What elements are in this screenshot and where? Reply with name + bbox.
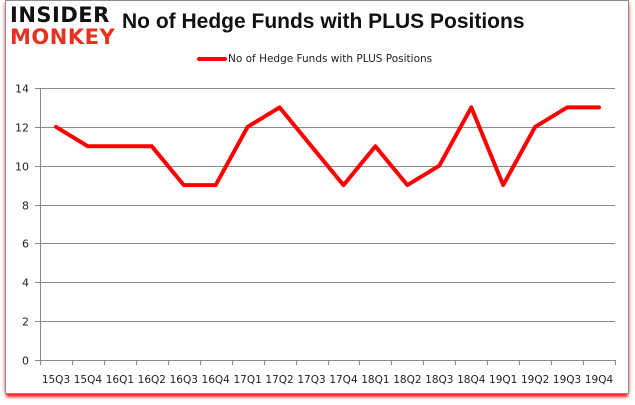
x-tick-label: 17Q1 [233, 374, 261, 386]
x-tick-label: 16Q2 [138, 374, 166, 386]
x-tick-label: 19Q2 [521, 374, 549, 386]
logo-line-2: MONKEY [10, 25, 116, 49]
y-tick-label: 14 [15, 83, 29, 96]
x-tick-label: 19Q3 [553, 374, 581, 386]
legend-label: No of Hedge Funds with PLUS Positions [228, 53, 433, 65]
x-tick-label: 17Q4 [329, 374, 358, 386]
x-tick-label: 17Q3 [297, 374, 325, 386]
x-tick-label: 18Q4 [457, 374, 486, 386]
x-tick-label: 18Q3 [425, 374, 453, 386]
x-axis-ticks: 15Q3 15Q4 16Q1 16Q2 16Q3 16Q4 17Q1 17Q2 17Q3 17Q4… [40, 360, 616, 386]
x-tick-label: 16Q3 [170, 374, 198, 386]
x-tick-label: 19Q4 [585, 374, 614, 386]
x-tick-label: 16Q1 [106, 374, 134, 386]
y-tick-label: 0 [22, 355, 29, 368]
y-tick-label: 4 [22, 277, 29, 290]
insider-monkey-logo: INSIDER MONKEY [8, 4, 118, 52]
chart-frame [5, 0, 629, 394]
y-tick-label: 10 [15, 161, 29, 174]
y-tick-label: 12 [15, 122, 29, 135]
chart-legend: No of Hedge Funds with PLUS Positions [197, 53, 432, 65]
x-tick-label: 19Q1 [489, 374, 517, 386]
y-axis-ticks: 0 2 4 6 8 10 12 14 [15, 83, 29, 368]
x-tick-label: 16Q4 [202, 374, 231, 386]
legend-line-swatch-icon [197, 57, 227, 61]
x-tick-label: 15Q3 [42, 374, 70, 386]
series-line [54, 105, 601, 188]
x-tick-label: 17Q2 [265, 374, 293, 386]
logo-line-1: INSIDER [10, 3, 110, 27]
x-tick-label: 18Q1 [361, 374, 389, 386]
chart-title: No of Hedge Funds with PLUS Positions [122, 10, 525, 33]
y-tick-label: 2 [22, 316, 29, 329]
x-tick-label: 15Q4 [74, 374, 103, 386]
gridlines [35, 88, 615, 365]
x-tick-label: 18Q2 [393, 374, 421, 386]
y-tick-label: 6 [22, 238, 29, 251]
y-tick-label: 8 [22, 200, 29, 213]
